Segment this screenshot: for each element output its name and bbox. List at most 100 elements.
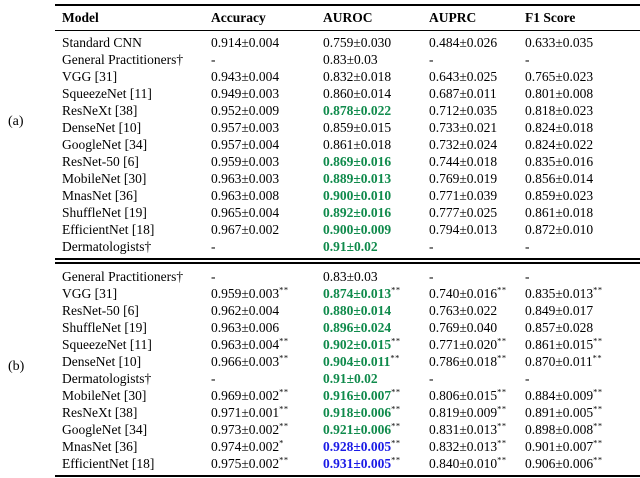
value-text: 0.859±0.015: [323, 120, 392, 135]
table-row: SqueezeNet [11] 0.949±0.003 0.860±0.014 0.6…: [55, 85, 640, 102]
value-text: 0.849±0.017: [525, 303, 594, 318]
metric-value: 0.959±0.003: [211, 153, 323, 170]
model-name: VGG [31]: [62, 69, 118, 84]
value-text: 0.759±0.030: [323, 35, 392, 50]
header-auprc: AUPRC: [429, 5, 525, 31]
significance-marker: **: [593, 420, 603, 431]
significance-marker: **: [391, 335, 401, 346]
metric-value: -: [525, 370, 640, 387]
value-text: -: [429, 239, 434, 254]
value-text: 0.959±0.003: [211, 154, 280, 169]
metric-value: 0.949±0.003: [211, 85, 323, 102]
metric-value: 0.794±0.013: [429, 221, 525, 238]
metric-value: 0.959±0.003**: [211, 285, 323, 302]
metric-value: 0.872±0.010: [525, 221, 640, 238]
highlighted-value: 0.916±0.007: [323, 388, 392, 403]
significance-marker: **: [593, 284, 603, 295]
table-row: EfficientNet [18] 0.967±0.002 0.900±0.009 0…: [55, 221, 640, 238]
value-text: -: [525, 52, 530, 67]
metric-value: -: [211, 258, 323, 285]
metric-value: 0.969±0.002**: [211, 387, 323, 404]
metric-value: -: [211, 238, 323, 261]
value-text: -: [525, 371, 530, 386]
metric-value: 0.835±0.013**: [525, 285, 640, 302]
table-row: ShuffleNet [19] 0.963±0.006 0.896±0.024 0.7…: [55, 319, 640, 336]
header-row: Model Accuracy AUROC AUPRC F1 Score: [55, 5, 640, 31]
value-text: 0.914±0.004: [211, 35, 280, 50]
table-row: MnasNet [36] 0.963±0.008 0.900±0.010 0.771±…: [55, 187, 640, 204]
value-text: 0.643±0.025: [429, 69, 498, 84]
value-text: 0.963±0.003: [211, 171, 280, 186]
metric-value: 0.918±0.006**: [323, 404, 429, 421]
value-text: -: [429, 371, 434, 386]
model-name: EfficientNet [18]: [62, 222, 155, 237]
value-text: 0.959±0.003: [211, 286, 280, 301]
header-accuracy: Accuracy: [211, 5, 323, 31]
value-text: 0.957±0.004: [211, 137, 280, 152]
value-text: 0.906±0.006: [525, 456, 594, 471]
model-metrics-table: Model Accuracy AUROC AUPRC F1 Score Stan…: [55, 4, 640, 477]
value-text: 0.835±0.013: [525, 286, 594, 301]
metric-value: 0.732±0.024: [429, 136, 525, 153]
metric-value: 0.943±0.004: [211, 68, 323, 85]
metric-value: 0.633±0.035: [525, 31, 640, 52]
metric-value: 0.840±0.010**: [429, 455, 525, 476]
significance-marker: **: [497, 335, 507, 346]
table-row: ResNet-50 [6] 0.959±0.003 0.869±0.016 0.744…: [55, 153, 640, 170]
significance-marker: **: [279, 454, 289, 465]
model-name: ResNeXt [38]: [62, 405, 138, 420]
value-text: 0.943±0.004: [211, 69, 280, 84]
highlighted-value: 0.91±0.02: [323, 239, 378, 254]
value-text: -: [429, 269, 434, 284]
significance-marker: **: [279, 386, 289, 397]
highlighted-value: 0.904±0.011: [323, 354, 391, 369]
value-text: 0.963±0.006: [211, 320, 280, 335]
metric-value: 0.733±0.021: [429, 119, 525, 136]
value-text: 0.831±0.013: [429, 422, 498, 437]
metric-value: -: [525, 258, 640, 285]
significance-marker: **: [593, 454, 603, 465]
model-name: GoogleNet [34]: [62, 137, 148, 152]
metric-value: 0.901±0.007**: [525, 438, 640, 455]
metric-value: -: [525, 51, 640, 68]
metric-value: 0.712±0.035: [429, 102, 525, 119]
value-text: 0.824±0.018: [525, 120, 594, 135]
value-text: 0.484±0.026: [429, 35, 498, 50]
value-text: 0.967±0.002: [211, 222, 280, 237]
section-b-rows: General Practitioners† -0.83±0.03- - VGG [3…: [55, 258, 640, 476]
significance-marker: **: [593, 335, 603, 346]
value-text: 0.818±0.023: [525, 103, 594, 118]
value-text: 0.969±0.002: [211, 388, 280, 403]
metric-value: 0.914±0.004: [211, 31, 323, 52]
significance-marker: **: [279, 352, 289, 363]
value-text: 0.832±0.018: [323, 69, 392, 84]
significance-marker: **: [497, 420, 507, 431]
subfigure-label-a: (a): [8, 114, 24, 129]
metric-value: 0.906±0.006**: [525, 455, 640, 476]
value-text: 0.957±0.003: [211, 120, 280, 135]
metric-value: -: [429, 238, 525, 261]
value-text: 0.771±0.039: [429, 188, 498, 203]
value-text: 0.733±0.021: [429, 120, 498, 135]
metric-value: 0.744±0.018: [429, 153, 525, 170]
significance-marker: **: [279, 335, 289, 346]
value-text: 0.732±0.024: [429, 137, 498, 152]
table-row: ResNeXt [38] 0.952±0.009 0.878±0.022 0.712±…: [55, 102, 640, 119]
metric-value: -: [211, 51, 323, 68]
model-name: DenseNet [10]: [62, 354, 142, 369]
value-text: 0.712±0.035: [429, 103, 498, 118]
value-text: 0.819±0.009: [429, 405, 498, 420]
metric-value: 0.966±0.003**: [211, 353, 323, 370]
metric-value: 0.928±0.005**: [323, 438, 429, 455]
value-text: 0.801±0.008: [525, 86, 594, 101]
metric-value: 0.687±0.011: [429, 85, 525, 102]
highlighted-value: 0.921±0.006: [323, 422, 392, 437]
table-row: MnasNet [36] 0.974±0.002* 0.928±0.005** 0.8…: [55, 438, 640, 455]
metric-value: 0.916±0.007**: [323, 387, 429, 404]
significance-marker: **: [593, 386, 603, 397]
model-name: SqueezeNet [11]: [62, 86, 152, 101]
metric-value: 0.967±0.002: [211, 221, 323, 238]
value-text: 0.891±0.005: [525, 405, 594, 420]
metric-value: 0.765±0.023: [525, 68, 640, 85]
metric-value: 0.91±0.02: [323, 238, 429, 261]
